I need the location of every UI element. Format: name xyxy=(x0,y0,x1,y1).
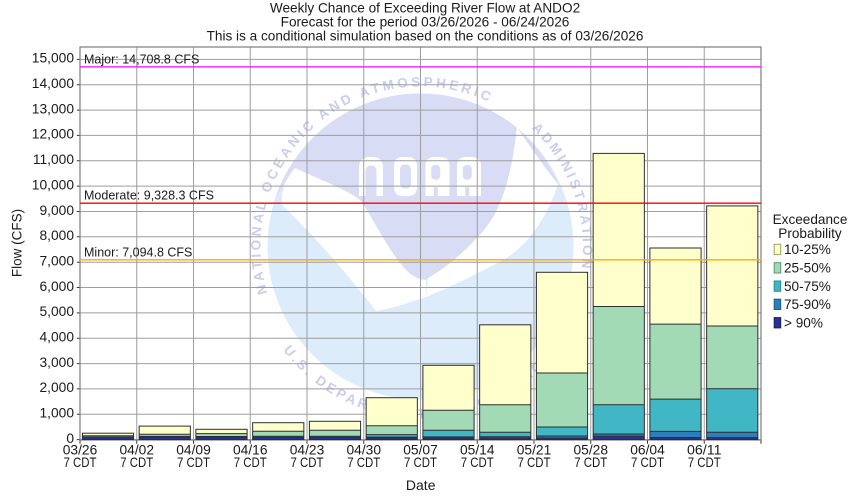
svg-text:04/16: 04/16 xyxy=(233,442,268,458)
svg-text:04/23: 04/23 xyxy=(290,442,325,458)
svg-text:7 CDT: 7 CDT xyxy=(347,454,380,470)
svg-text:Weekly Chance of Exceeding Riv: Weekly Chance of Exceeding River Flow at… xyxy=(270,1,580,16)
svg-text:05/21: 05/21 xyxy=(517,442,552,458)
svg-text:7 CDT: 7 CDT xyxy=(688,454,721,470)
svg-text:03/26: 03/26 xyxy=(63,442,98,458)
svg-text:14,000: 14,000 xyxy=(32,76,75,91)
svg-text:13,000: 13,000 xyxy=(32,101,75,116)
svg-text:04/02: 04/02 xyxy=(120,442,155,458)
svg-text:04/30: 04/30 xyxy=(347,442,382,458)
svg-text:7,000: 7,000 xyxy=(39,254,74,269)
svg-text:11,000: 11,000 xyxy=(33,152,75,167)
svg-text:7 CDT: 7 CDT xyxy=(64,454,97,470)
svg-text:10-25%: 10-25% xyxy=(784,242,831,257)
svg-text:7 CDT: 7 CDT xyxy=(461,454,494,470)
svg-text:Moderate: 9,328.3 CFS: Moderate: 9,328.3 CFS xyxy=(84,189,214,203)
svg-text:Date: Date xyxy=(406,477,436,493)
svg-text:2,000: 2,000 xyxy=(39,380,74,395)
svg-text:7 CDT: 7 CDT xyxy=(404,454,437,470)
svg-text:7 CDT: 7 CDT xyxy=(631,454,664,470)
svg-text:50-75%: 50-75% xyxy=(784,279,831,294)
svg-text:1,000: 1,000 xyxy=(39,406,74,421)
svg-text:3,000: 3,000 xyxy=(39,355,74,370)
svg-text:> 90%: > 90% xyxy=(784,315,823,330)
svg-text:4,000: 4,000 xyxy=(39,330,74,345)
svg-text:12,000: 12,000 xyxy=(32,127,75,142)
svg-text:7 CDT: 7 CDT xyxy=(234,454,267,470)
svg-text:7 CDT: 7 CDT xyxy=(177,454,210,470)
svg-text:06/04: 06/04 xyxy=(630,442,665,458)
svg-text:0: 0 xyxy=(66,431,74,446)
svg-text:Forecast for the period 03/26/: Forecast for the period 03/26/2026 - 06/… xyxy=(281,15,570,30)
svg-text:04/09: 04/09 xyxy=(176,442,211,458)
svg-text:6,000: 6,000 xyxy=(39,279,74,294)
svg-text:7 CDT: 7 CDT xyxy=(120,454,153,470)
svg-text:10,000: 10,000 xyxy=(32,177,75,192)
svg-text:7 CDT: 7 CDT xyxy=(574,454,607,470)
svg-text:This is a conditional simulati: This is a conditional simulation based o… xyxy=(207,29,644,44)
svg-text:Major: 14,708.8 CFS: Major: 14,708.8 CFS xyxy=(84,52,199,66)
svg-text:5,000: 5,000 xyxy=(39,304,74,319)
svg-text:15,000: 15,000 xyxy=(32,51,75,66)
svg-text:7 CDT: 7 CDT xyxy=(518,454,551,470)
svg-text:05/28: 05/28 xyxy=(574,442,609,458)
svg-text:8,000: 8,000 xyxy=(39,228,74,243)
svg-text:75-90%: 75-90% xyxy=(784,297,831,312)
svg-text:Minor: 7,094.8 CFS: Minor: 7,094.8 CFS xyxy=(84,245,192,259)
svg-text:05/07: 05/07 xyxy=(403,442,438,458)
svg-text:05/14: 05/14 xyxy=(460,442,495,458)
svg-text:7 CDT: 7 CDT xyxy=(291,454,324,470)
svg-text:9,000: 9,000 xyxy=(39,203,74,218)
svg-text:Exceedance: Exceedance xyxy=(773,212,848,227)
svg-text:Flow (CFS): Flow (CFS) xyxy=(9,209,24,277)
svg-text:06/11: 06/11 xyxy=(687,442,722,458)
svg-text:25-50%: 25-50% xyxy=(784,261,831,276)
svg-text:Probability: Probability xyxy=(778,226,842,241)
